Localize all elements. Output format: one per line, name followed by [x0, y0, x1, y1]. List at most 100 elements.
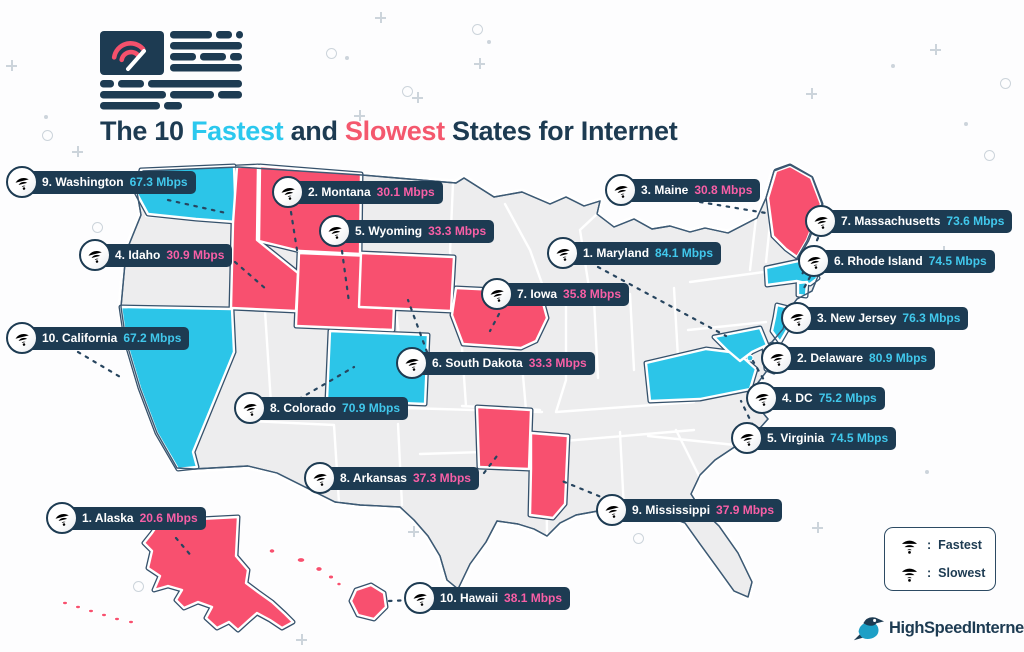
- label-1-alaska: 1. Alaska 20.6 Mbps: [46, 502, 206, 534]
- legend-separator: :: [927, 566, 932, 580]
- legend-separator: :: [927, 538, 932, 552]
- decoration-circle: [402, 86, 413, 97]
- state-speed: 33.3 Mbps: [428, 224, 487, 238]
- state-speed: 84.1 Mbps: [655, 246, 714, 260]
- hawaii-islands: [268, 547, 343, 587]
- state-speed: 33.3 Mbps: [528, 356, 587, 370]
- title-fastest-word: Fastest: [190, 116, 284, 146]
- decoration-plus: [806, 88, 817, 99]
- label-5-wyoming: 5. Wyoming 33.3 Mbps: [319, 215, 495, 247]
- decoration-plus: [296, 634, 307, 645]
- decoration-circle: [633, 533, 644, 544]
- kingfisher-bird-icon: [853, 617, 885, 641]
- label-10-hawaii: 10. Hawaii 38.1 Mbps: [404, 582, 571, 614]
- decoration-plus: [812, 522, 823, 533]
- state-arkansas: [475, 405, 533, 471]
- state-rank-name: 4. DC: [782, 391, 813, 405]
- decoration-circle: [326, 48, 337, 59]
- label-6-rhode-island: 6. Rhode Island 74.5 Mbps: [798, 245, 995, 277]
- label-2-delaware: 2. Delaware 80.9 Mbps: [761, 342, 936, 374]
- wifi-fast-icon: [761, 342, 793, 374]
- wifi-slow-icon: [319, 215, 351, 247]
- decoration-dot: [345, 56, 349, 60]
- decoration-plus: [354, 110, 365, 121]
- wifi-slow-icon: [404, 582, 436, 614]
- legend-fastest-row: : Fastest: [899, 535, 995, 556]
- label-8-arkansas: 8. Arkansas 37.3 Mbps: [304, 462, 479, 494]
- label-7-massachusetts: 7. Massachusetts 73.6 Mbps: [805, 205, 1013, 237]
- wifi-slow-icon: [605, 174, 637, 206]
- label-4-dc: 4. DC 75.2 Mbps: [746, 382, 885, 414]
- title-part: and: [283, 116, 345, 146]
- label-9-mississippi: 9. Mississippi 37.9 Mbps: [596, 494, 783, 526]
- aleutian-islands: [61, 600, 135, 625]
- decoration-circle: [42, 130, 53, 141]
- state-rank-name: 9. Washington: [42, 175, 124, 189]
- state-speed: 74.5 Mbps: [830, 431, 889, 445]
- decoration-circle: [92, 222, 103, 233]
- wifi-slow-icon: [79, 239, 111, 271]
- decoration-plus: [930, 44, 941, 55]
- wifi-fast-icon: [805, 205, 837, 237]
- legend-fastest-label: Fastest: [938, 538, 982, 552]
- wifi-fast-icon: [746, 382, 778, 414]
- state-speed: 38.1 Mbps: [504, 591, 563, 605]
- state-speed: 30.9 Mbps: [166, 248, 225, 262]
- title-part: The 10: [100, 116, 191, 146]
- state-rank-name: 10. Hawaii: [440, 591, 499, 605]
- label-9-washington: 9. Washington 67.3 Mbps: [6, 166, 196, 198]
- decoration-dot: [891, 64, 895, 68]
- state-speed: 76.3 Mbps: [902, 311, 961, 325]
- legend-slowest-row: : Slowest: [899, 563, 995, 584]
- wifi-fast-icon: [6, 166, 38, 198]
- decoration-plus: [6, 60, 17, 71]
- wifi-slow-icon: [899, 563, 920, 584]
- state-speed: 30.1 Mbps: [376, 185, 435, 199]
- decoration-plus: [72, 146, 83, 157]
- state-rank-name: 5. Virginia: [767, 431, 825, 445]
- state-rank-name: 9. Mississippi: [632, 503, 711, 517]
- state-rank-name: 8. Colorado: [270, 401, 337, 415]
- wifi-slow-icon: [272, 176, 304, 208]
- state-speed: 74.5 Mbps: [928, 254, 987, 268]
- decoration-circle: [984, 150, 995, 161]
- state-speed: 70.9 Mbps: [342, 401, 401, 415]
- wifi-fast-icon: [6, 322, 38, 354]
- wifi-fast-icon: [731, 422, 763, 454]
- state-speed: 37.3 Mbps: [412, 471, 471, 485]
- label-3-maine: 3. Maine 30.8 Mbps: [605, 174, 761, 206]
- decoration-circle: [1000, 78, 1011, 89]
- state-rank-name: 8. Arkansas: [340, 471, 407, 485]
- wifi-slow-icon: [304, 462, 336, 494]
- legend-slowest-label: Slowest: [938, 566, 986, 580]
- state-speed: 20.6 Mbps: [139, 511, 198, 525]
- title-part: States for Internet: [444, 116, 678, 146]
- decoration-plus: [375, 12, 386, 23]
- state-rank-name: 2. Delaware: [797, 351, 864, 365]
- label-1-maryland: 1. Maryland 84.1 Mbps: [547, 237, 722, 269]
- state-speed: 30.8 Mbps: [694, 183, 753, 197]
- wifi-slow-icon: [46, 502, 78, 534]
- label-2-montana: 2. Montana 30.1 Mbps: [272, 176, 443, 208]
- state-rank-name: 6. South Dakota: [432, 356, 523, 370]
- state-rank-name: 5. Wyoming: [355, 224, 423, 238]
- state-rank-name: 10. California: [42, 331, 118, 345]
- wifi-slow-icon: [396, 347, 428, 379]
- state-rank-name: 1. Alaska: [82, 511, 134, 525]
- state-speed: 35.8 Mbps: [563, 287, 622, 301]
- brand-logo: HighSpeedInternet.com: [851, 611, 1024, 645]
- label-4-idaho: 4. Idaho 30.9 Mbps: [79, 239, 233, 271]
- label-8-colorado: 8. Colorado 70.9 Mbps: [234, 392, 409, 424]
- speedometer-icon: [111, 41, 146, 71]
- state-rank-name: 4. Idaho: [115, 248, 161, 262]
- wifi-fast-icon: [547, 237, 579, 269]
- wifi-fast-icon: [781, 302, 813, 334]
- brand-name: HighSpeedInternet: [889, 618, 1024, 637]
- state-hawaii-big-island: [349, 583, 388, 621]
- label-10-california: 10. California 67.2 Mbps: [6, 322, 190, 354]
- state-speed: 80.9 Mbps: [869, 351, 928, 365]
- state-south-dakota: [357, 251, 456, 313]
- decoration-dot: [964, 122, 968, 126]
- decoration-circle: [472, 24, 483, 35]
- state-speed: 67.3 Mbps: [129, 175, 188, 189]
